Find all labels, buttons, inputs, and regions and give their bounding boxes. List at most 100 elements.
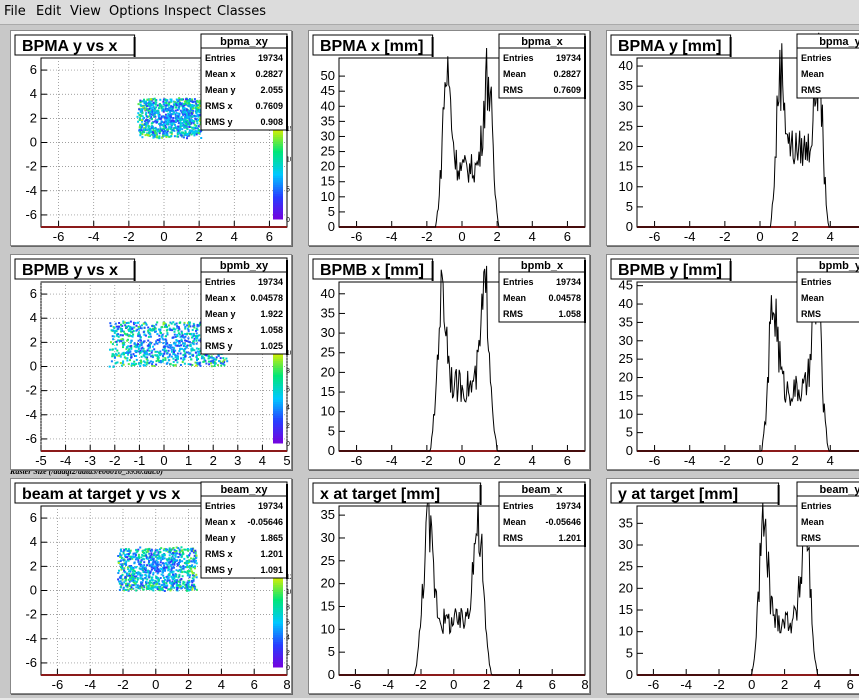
heatmap-cell [158, 137, 161, 140]
heatmap-cell [169, 564, 172, 567]
heatmap-cell [141, 551, 144, 554]
heatmap-cell [135, 329, 138, 332]
menu-file[interactable]: File [4, 4, 26, 19]
heatmap-cell [161, 121, 163, 123]
color-scale-segment [273, 168, 283, 172]
heatmap-cell [141, 550, 144, 552]
menu-edit[interactable]: Edit [36, 4, 62, 19]
histogram-pad-beam_x[interactable]: -6 -4 -2 0 2 4 6 8 0 5 10 15 20 25 30 35 x at target [mm… [308, 478, 590, 694]
heatmap-cell [160, 128, 163, 131]
heatmap-cell [203, 357, 206, 360]
histogram-pad-beam_y[interactable]: -6-4-20246805101520253035y at target [mm… [606, 478, 859, 694]
heatmap-cell [196, 108, 199, 111]
heatmap-cell [188, 341, 191, 344]
heatmap-cell [164, 106, 167, 109]
heatmap-cell [196, 359, 198, 361]
x-tick-label: 0 [160, 453, 167, 468]
histogram-pad-bpmb_y[interactable]: -6-4-20246051015202530354045BPMB y [mm]b… [606, 254, 859, 470]
heatmap-cell [143, 104, 146, 107]
heatmap-cell [139, 365, 142, 368]
heatmap-cell [143, 333, 146, 336]
color-scale-segment [273, 367, 283, 371]
heatmap-cell [182, 105, 185, 108]
heatmap-cell [176, 356, 179, 359]
heatmap-cell [129, 578, 132, 581]
stats-box [796, 481, 859, 547]
heatmap-cell [150, 328, 153, 331]
menu-inspect[interactable]: Inspect [164, 4, 212, 19]
heatmap-cell [171, 580, 174, 583]
heatmap-cell [163, 116, 166, 119]
heatmap-cell [158, 334, 161, 337]
menu-options[interactable]: Options [109, 4, 160, 19]
heatmap-cell [196, 325, 199, 328]
heatmap-cell [150, 552, 153, 555]
heatmap-cell [179, 124, 182, 127]
heatmap-cell [130, 331, 133, 334]
heatmap-cell [145, 580, 148, 583]
heatmap-cell [128, 329, 130, 332]
color-scale-segment [273, 395, 283, 398]
stats-value: 1.201 [558, 533, 581, 543]
x-tick-label: 6 [564, 229, 571, 244]
heatmap-cell [127, 578, 130, 581]
heatmap-cell [184, 339, 187, 342]
heatmap-cell [173, 121, 176, 124]
heatmap-cell [129, 577, 132, 580]
x-tick-label: -6 [52, 677, 64, 692]
heatmap-cell [139, 576, 142, 579]
heatmap-cell [211, 359, 214, 362]
heatmap-cell [144, 553, 147, 556]
heatmap-cell [186, 564, 189, 567]
heatmap-cell [166, 123, 169, 126]
heatmap-cell [170, 355, 173, 358]
heatmap-cell [201, 355, 203, 358]
heatmap-cell [184, 131, 187, 134]
color-scale-segment [273, 372, 283, 376]
heatmap-cell [118, 354, 121, 357]
heatmap-cell [186, 324, 189, 327]
heatmap-cell [128, 580, 131, 583]
x-tick-label: 0 [756, 229, 763, 244]
heatmap-cell [156, 118, 159, 121]
heatmap-cell [184, 125, 187, 127]
menu-classes[interactable]: Classes [217, 4, 266, 19]
heatmap-cell [192, 348, 195, 351]
stats-value: 0.04578 [250, 293, 283, 303]
heatmap-cell [162, 125, 165, 128]
histogram-pad-bpma_y[interactable]: -6-4-202460510152025303540BPMA y [mm]bpm… [606, 30, 859, 246]
heatmap-cell [115, 325, 118, 328]
x-tick-label: 6 [251, 677, 258, 692]
heatmap-cell [117, 335, 120, 338]
heatmap-cell [125, 588, 128, 591]
heatmap-cell [149, 114, 152, 117]
heatmap-cell [158, 361, 161, 364]
color-scale-segment [273, 616, 283, 620]
heatmap-cell [125, 352, 127, 354]
histogram-pad-bpma_x[interactable]: -6 -4 -2 0 2 4 6 0 5 10 15 20 25 30 35 40 45 50 BPMA x [mm… [308, 30, 590, 246]
heatmap-cell [117, 562, 120, 564]
menu-view[interactable]: View [70, 4, 101, 19]
heatmap-cell [139, 128, 142, 130]
heatmap-cell [172, 119, 175, 122]
color-scale-segment [273, 429, 283, 433]
heatmap-cell [126, 584, 129, 587]
heatmap-cell [162, 123, 165, 126]
stats-key: RMS x [205, 549, 233, 559]
heatmap-cell [127, 554, 130, 557]
status-bar [0, 698, 859, 700]
heatmap-cell [192, 574, 195, 577]
heatmap-cell [127, 559, 130, 562]
heatmap-cell [198, 362, 201, 365]
heatmap-cell [164, 568, 167, 571]
heatmap-cell [171, 346, 174, 349]
heatmap-cell [188, 129, 191, 132]
heatmap-cell [126, 359, 129, 362]
stats-value: 1.922 [260, 309, 283, 319]
heatmap-cell [197, 347, 200, 350]
histogram-pad-bpmb_x[interactable]: -6 -4 -2 0 2 4 6 0 5 10 15 20 25 30 35 40 BPMB x [mm] bpm… [308, 254, 590, 470]
heatmap-cell [181, 122, 184, 125]
